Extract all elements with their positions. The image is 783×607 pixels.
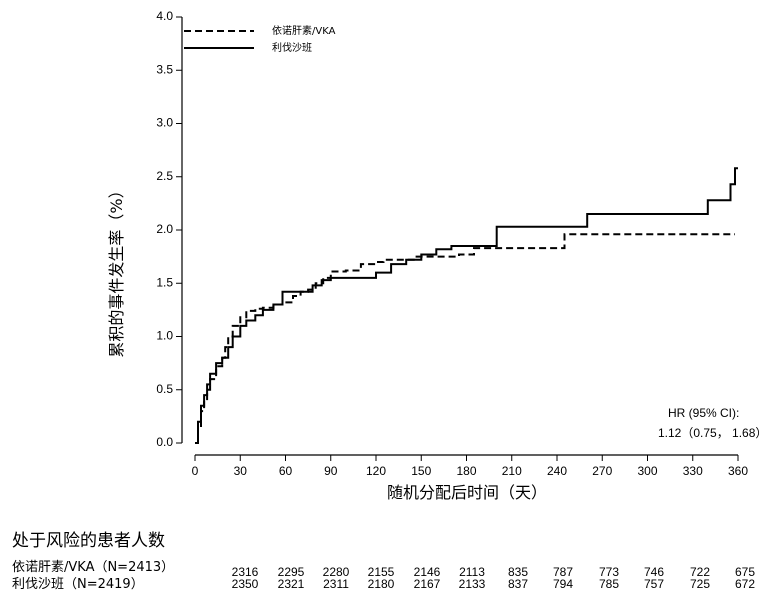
risk-cell: 2146 <box>413 565 441 579</box>
x-tick-label: 30 <box>234 464 248 478</box>
risk-cell: 2167 <box>413 577 441 591</box>
risk-cell: 2155 <box>367 565 395 579</box>
x-tick-label: 0 <box>192 464 199 478</box>
x-tick-label: 180 <box>456 464 476 478</box>
x-tick-label: 210 <box>502 464 522 478</box>
y-tick-label: 1.0 <box>156 329 173 343</box>
hr-label: HR (95% CI): <box>668 406 739 420</box>
y-tick-label: 0.0 <box>156 435 173 449</box>
legend: 依诺肝素/VKA 利伐沙班 <box>184 24 336 54</box>
x-axis-label: 随机分配后时间（天） <box>387 483 547 502</box>
risk-row-label-enoxaparin: 依诺肝素/VKA（N=2413） <box>12 560 175 575</box>
x-tick-label: 240 <box>547 464 567 478</box>
x-tick-label: 120 <box>366 464 386 478</box>
risk-cell: 785 <box>598 577 620 591</box>
risk-cell: 2321 <box>277 577 305 591</box>
risk-cell: 2180 <box>367 577 395 591</box>
legend-label-enoxaparin: 依诺肝素/VKA <box>272 24 336 37</box>
x-tick-label: 300 <box>637 464 657 478</box>
y-tick-label: 3.0 <box>156 116 173 130</box>
x-tick-label: 330 <box>683 464 703 478</box>
risk-cell: 2280 <box>322 565 350 579</box>
hr-value: 1.12（0.75， 1.68） <box>658 426 767 440</box>
chart-axes: 0.0 0.5 1.0 1.5 2.0 2.5 3.0 3.5 4.0 0 30 60 90 120 150… <box>156 9 748 478</box>
risk-cell: 794 <box>552 577 574 591</box>
x-tick-label: 90 <box>324 464 338 478</box>
series-layer <box>195 167 738 444</box>
risk-cell: 835 <box>507 565 529 579</box>
risk-cell: 2316 <box>231 565 259 579</box>
risk-cell: 773 <box>598 565 620 579</box>
risk-cell: 787 <box>552 565 574 579</box>
kaplan-meier-chart: 0.0 0.5 1.0 1.5 2.0 2.5 3.0 3.5 4.0 0 30 60 90 120 150… <box>107 9 767 502</box>
risk-cell: 837 <box>507 577 529 591</box>
y-tick-label: 2.5 <box>156 169 173 183</box>
series-line-enoxaparin-vka <box>195 233 735 444</box>
risk-cell: 725 <box>689 577 711 591</box>
x-tick-label: 270 <box>592 464 612 478</box>
risk-cell: 675 <box>734 565 756 579</box>
x-tick-label: 150 <box>411 464 431 478</box>
risk-cell: 757 <box>643 577 665 591</box>
series-line-rivaroxaban <box>195 167 738 444</box>
x-tick-label: 60 <box>279 464 293 478</box>
y-tick-label: 3.5 <box>156 62 173 76</box>
y-axis-label: 累积的事件发生率（%） <box>107 182 126 357</box>
risk-cell: 2295 <box>277 565 305 579</box>
legend-label-rivaroxaban: 利伐沙班 <box>272 42 312 54</box>
x-tick-label: 360 <box>728 464 748 478</box>
y-tick-label: 0.5 <box>156 382 173 396</box>
risk-cell: 2133 <box>458 577 486 591</box>
y-tick-label: 2.0 <box>156 222 173 236</box>
risk-cell: 2311 <box>323 577 349 591</box>
risk-table-title: 处于风险的患者人数 <box>12 531 165 551</box>
y-tick-label: 4.0 <box>156 9 173 23</box>
hr-annotation: HR (95% CI): 1.12（0.75， 1.68） <box>658 406 767 440</box>
risk-cell: 722 <box>689 565 711 579</box>
y-tick-label: 1.5 <box>156 275 173 289</box>
risk-cell: 672 <box>734 577 756 591</box>
risk-cell: 2113 <box>459 565 485 579</box>
risk-cell: 746 <box>643 565 665 579</box>
risk-cell: 2350 <box>231 577 259 591</box>
risk-row-label-rivaroxaban: 利伐沙班（N=2419） <box>12 577 144 592</box>
